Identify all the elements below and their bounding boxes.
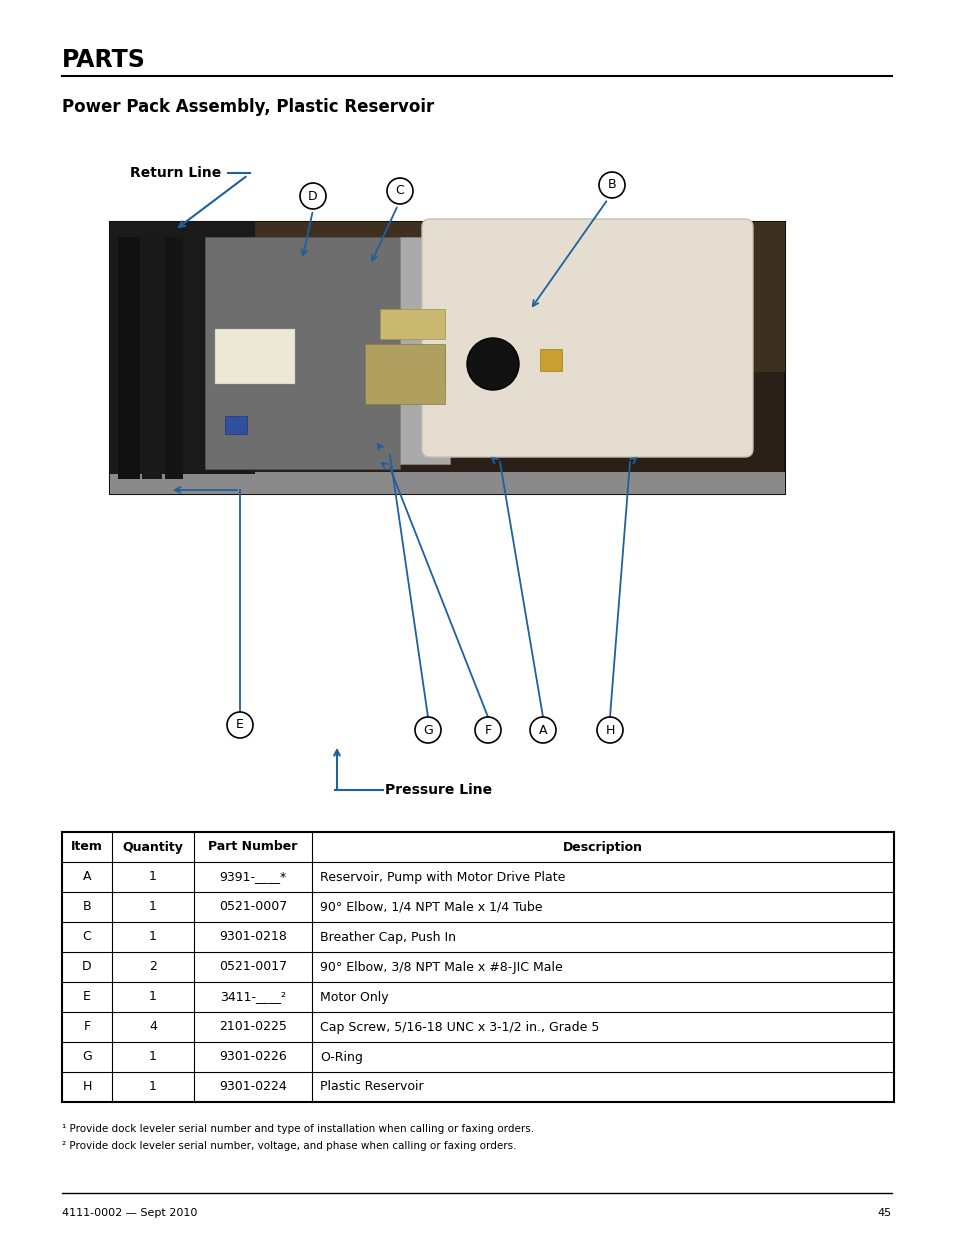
Text: Power Pack Assembly, Plastic Reservoir: Power Pack Assembly, Plastic Reservoir [62,98,434,116]
Text: 3411-____²: 3411-____² [220,990,286,1004]
Text: 0521-0017: 0521-0017 [218,961,287,973]
Text: 0521-0007: 0521-0007 [218,900,287,914]
Text: C: C [83,930,91,944]
Text: Quantity: Quantity [122,841,183,853]
Bar [214,329,294,384]
Bar [379,350,444,384]
Text: 90° Elbow, 3/8 NPT Male x #8-JIC Male: 90° Elbow, 3/8 NPT Male x #8-JIC Male [319,961,562,973]
Text: 1: 1 [149,871,157,883]
Text: F: F [484,724,491,736]
Text: 9301-0224: 9301-0224 [219,1081,287,1093]
Text: 1: 1 [149,930,157,944]
Text: PARTS: PARTS [62,48,146,72]
Circle shape [415,718,440,743]
Circle shape [227,713,253,739]
Text: Cap Screw, 5/16-18 UNC x 3-1/2 in., Grade 5: Cap Screw, 5/16-18 UNC x 3-1/2 in., Grad… [319,1020,598,1034]
Text: 9301-0226: 9301-0226 [219,1051,287,1063]
Bar [118,237,140,479]
Circle shape [598,172,624,198]
Bar [539,350,561,370]
Text: Reservoir, Pump with Motor Drive Plate: Reservoir, Pump with Motor Drive Plate [319,871,565,883]
Text: B: B [607,179,616,191]
Circle shape [597,718,622,743]
Text: E: E [83,990,91,1004]
Text: 1: 1 [149,1051,157,1063]
Bar [379,309,444,338]
Circle shape [467,338,518,390]
Text: 9391-____*: 9391-____* [219,871,286,883]
Text: 1: 1 [149,990,157,1004]
Text: B: B [83,900,91,914]
Text: 2: 2 [149,961,157,973]
Bar [110,222,254,474]
Text: G: G [82,1051,91,1063]
Text: Plastic Reservoir: Plastic Reservoir [319,1081,423,1093]
Text: O-Ring: O-Ring [319,1051,362,1063]
Bar [110,222,784,372]
Bar [110,472,784,494]
Circle shape [475,718,500,743]
Text: A: A [83,871,91,883]
Text: D: D [82,961,91,973]
Circle shape [530,718,556,743]
Text: F: F [83,1020,91,1034]
Text: 2101-0225: 2101-0225 [219,1020,287,1034]
Text: 90° Elbow, 1/4 NPT Male x 1/4 Tube: 90° Elbow, 1/4 NPT Male x 1/4 Tube [319,900,542,914]
Bar [62,832,893,1102]
FancyBboxPatch shape [421,219,752,457]
Text: Pressure Line: Pressure Line [385,783,492,797]
Bar [110,222,784,494]
Text: Item: Item [71,841,103,853]
Text: 45: 45 [877,1208,891,1218]
Text: 4: 4 [149,1020,157,1034]
Text: ² Provide dock leveler serial number, voltage, and phase when calling or faxing : ² Provide dock leveler serial number, vo… [62,1141,516,1151]
Text: 1: 1 [149,1081,157,1093]
Text: C: C [395,184,404,198]
Circle shape [299,183,326,209]
Text: H: H [82,1081,91,1093]
Text: D: D [308,189,317,203]
Bar [365,345,444,404]
Text: 1: 1 [149,900,157,914]
Text: Breather Cap, Push In: Breather Cap, Push In [319,930,456,944]
Text: E: E [235,719,244,731]
Text: 4111-0002 — Sept 2010: 4111-0002 — Sept 2010 [62,1208,197,1218]
Text: A: A [538,724,547,736]
Bar [165,237,183,479]
Bar [142,237,162,479]
Text: ¹ Provide dock leveler serial number and type of installation when calling or fa: ¹ Provide dock leveler serial number and… [62,1124,534,1134]
Text: G: G [423,724,433,736]
Text: Description: Description [562,841,642,853]
Text: Motor Only: Motor Only [319,990,388,1004]
Circle shape [387,178,413,204]
Bar [225,416,247,433]
Text: Part Number: Part Number [208,841,297,853]
Bar [205,237,399,469]
Bar [399,237,450,464]
Text: 9301-0218: 9301-0218 [219,930,287,944]
Text: Return Line: Return Line [130,165,221,180]
Text: H: H [604,724,614,736]
